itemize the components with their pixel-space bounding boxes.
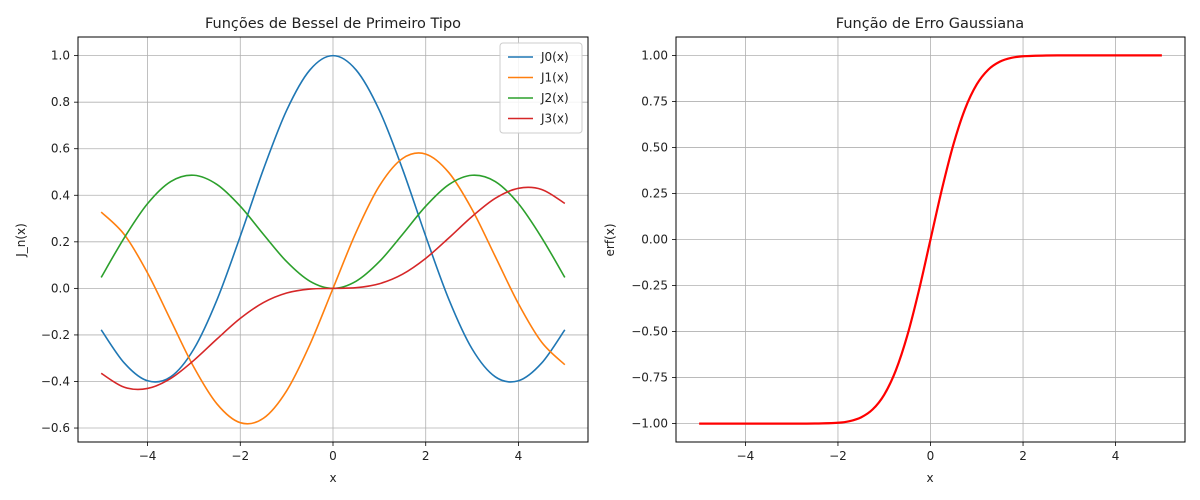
x-axis-label: x bbox=[926, 471, 933, 485]
series-lines bbox=[100, 54, 566, 425]
series-line-0 bbox=[100, 54, 566, 383]
y-tick-label: 1.0 bbox=[51, 49, 70, 63]
legend: J0(x) J1(x) J2(x) J3(x) bbox=[499, 42, 583, 134]
x-tick-label: 2 bbox=[422, 449, 430, 463]
axis-ticks: −4 −2 0 2 4 −1.00 −0.75 −0.50 −0.25 0.00 0.25 0.50 0… bbox=[631, 48, 1119, 463]
series-line-3 bbox=[100, 186, 566, 391]
y-tick-label: 0.50 bbox=[641, 140, 668, 154]
y-tick-label: 0.75 bbox=[641, 94, 668, 108]
y-tick-label: 0.25 bbox=[641, 186, 668, 200]
erf-chart: Função de Erro Gaussiana −4 −2 0 2 4 −1.00 −0.… bbox=[603, 16, 1186, 485]
series-lines bbox=[699, 54, 1162, 425]
x-tick-label: 0 bbox=[927, 449, 935, 463]
y-tick-label: −0.6 bbox=[41, 421, 70, 435]
y-tick-label: −0.25 bbox=[631, 279, 668, 293]
x-tick-label: −2 bbox=[231, 449, 249, 463]
y-tick-label: 0.6 bbox=[51, 142, 70, 156]
y-tick-label: −0.4 bbox=[41, 374, 70, 388]
x-axis-label: x bbox=[329, 471, 336, 485]
x-tick-label: −2 bbox=[829, 449, 847, 463]
y-tick-label: 1.00 bbox=[641, 48, 668, 62]
x-tick-label: −4 bbox=[737, 449, 755, 463]
x-tick-label: −4 bbox=[139, 449, 157, 463]
y-axis-label: J_n(x) bbox=[14, 223, 28, 258]
legend-label: J2(x) bbox=[540, 91, 569, 105]
y-tick-label: 0.4 bbox=[51, 188, 70, 202]
legend-label: J3(x) bbox=[540, 112, 569, 126]
legend-box bbox=[499, 42, 583, 134]
y-tick-label: 0.0 bbox=[51, 281, 70, 295]
chart-title: Funções de Bessel de Primeiro Tipo bbox=[205, 16, 461, 32]
bessel-chart: Funções de Bessel de Primeiro Tipo −4 −2 0… bbox=[14, 16, 589, 485]
series-line-0 bbox=[699, 54, 1162, 425]
y-tick-label: −0.50 bbox=[631, 325, 668, 339]
x-tick-label: 0 bbox=[329, 449, 337, 463]
x-tick-label: 2 bbox=[1019, 449, 1027, 463]
x-tick-label: 4 bbox=[1112, 449, 1120, 463]
y-tick-label: −1.00 bbox=[631, 417, 668, 431]
y-tick-label: 0.2 bbox=[51, 235, 70, 249]
y-tick-label: −0.75 bbox=[631, 371, 668, 385]
axis-ticks: −4 −2 0 2 4 −0.6 −0.4 −0.2 0.0 0.2 0.4 0.6 0.8 1.0 bbox=[41, 49, 522, 463]
y-axis-label: erf(x) bbox=[603, 223, 617, 256]
x-tick-label: 4 bbox=[515, 449, 523, 463]
chart-title: Função de Erro Gaussiana bbox=[836, 16, 1024, 32]
y-tick-label: −0.2 bbox=[41, 328, 70, 342]
legend-label: J1(x) bbox=[540, 71, 569, 85]
y-tick-label: 0.8 bbox=[51, 95, 70, 109]
legend-label: J0(x) bbox=[540, 50, 569, 64]
y-tick-label: 0.00 bbox=[641, 233, 668, 247]
